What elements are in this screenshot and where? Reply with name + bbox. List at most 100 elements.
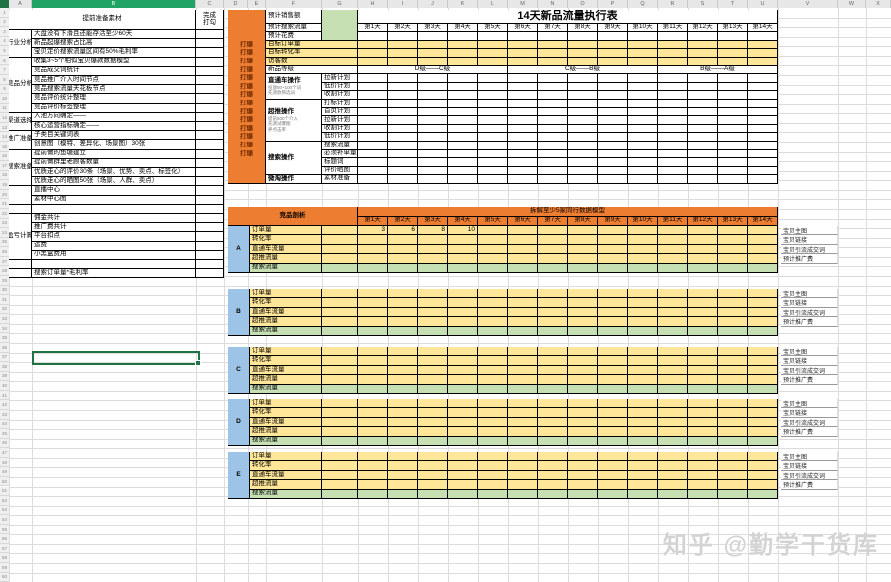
day-cell[interactable] [508,175,538,184]
row-header-2[interactable]: 2 [0,17,9,28]
grade-phase-cell[interactable]: D级——C级 [358,66,508,75]
comp-metric-label[interactable]: 超推流量 [250,317,322,327]
day-cell[interactable] [418,158,448,167]
day-cell[interactable] [628,158,658,167]
comp-metric-label[interactable]: 订单量 [250,347,322,357]
day-cell[interactable] [598,57,628,66]
comp-day-cell[interactable] [388,408,418,418]
day-cell[interactable] [568,166,598,176]
day-cell[interactable] [598,32,628,41]
day-cell[interactable] [688,141,718,150]
day-cell[interactable] [658,49,688,58]
prep-done-cell[interactable] [196,39,224,49]
day-cell[interactable] [538,116,568,125]
comp-day-cell[interactable] [748,254,778,264]
day-cell[interactable] [478,124,508,134]
prep-task-cell[interactable]: 创意图（模特、差异化、场景图）30张 [32,140,196,150]
day-cell[interactable] [448,141,478,150]
profit-task-cell[interactable]: 平台扣点 [32,232,196,242]
comp-day-cell[interactable] [748,436,778,446]
comp-day-cell[interactable] [688,226,718,236]
day-cell[interactable] [628,91,658,100]
row-header-39[interactable]: 39 [0,371,9,382]
day-cell[interactable] [508,99,538,108]
comp-day-cell[interactable] [688,427,718,437]
row-header-37[interactable]: 37 [0,352,9,363]
column-header-O[interactable]: O [568,0,598,8]
column-header-X[interactable]: X [866,0,891,8]
comp-day-cell[interactable] [658,470,688,481]
comp-day-cell[interactable] [448,461,478,471]
comp-metric-label[interactable]: 超推流量 [250,427,322,437]
comp-day-cell[interactable] [418,307,448,318]
day-cell[interactable] [568,49,598,58]
column-header-T[interactable]: T [718,0,748,8]
comp-day-cell[interactable] [478,489,508,499]
comp-day-cell[interactable] [358,244,388,255]
comp-day-cell[interactable] [448,399,478,409]
comp-metric-label[interactable]: 超推流量 [250,375,322,385]
comp-day-cell[interactable] [478,461,508,471]
row-header-4[interactable]: 4 [0,36,9,47]
comp-metric-cell[interactable] [322,298,358,308]
grade-phase-cell[interactable]: C级——B级 [508,66,658,75]
comp-day-cell[interactable] [448,436,478,446]
estimate-value-cell[interactable] [322,10,358,41]
comp-metric-cell[interactable] [322,244,358,255]
comp-day-cell[interactable] [628,347,658,357]
day-cell[interactable] [358,133,388,142]
comp-day-cell[interactable] [448,289,478,299]
comp-day-cell[interactable] [748,365,778,376]
day-cell[interactable] [358,99,388,108]
comp-day-cell[interactable] [568,326,598,336]
comp-day-cell[interactable] [598,298,628,308]
day-cell[interactable] [418,166,448,176]
day-cell[interactable] [538,99,568,108]
day-cell[interactable] [688,82,718,92]
day-cell[interactable] [418,74,448,83]
comp-day-cell[interactable] [478,263,508,273]
row-header-14[interactable]: 14 [0,132,9,142]
comp-day-cell[interactable] [598,417,628,428]
row-header-11[interactable]: 11 [0,103,9,114]
day-cell[interactable] [388,32,418,41]
day-cell[interactable] [508,49,538,58]
prep-gap-cell[interactable] [196,204,224,214]
day-cell[interactable] [628,32,658,41]
comp-day-cell[interactable] [688,365,718,376]
comp-day-cell[interactable] [658,244,688,255]
estimate-row-label[interactable]: 预计销售额 [266,10,322,24]
day-cell[interactable] [628,99,658,108]
comp-day-cell[interactable] [508,235,538,245]
day-cell[interactable] [448,82,478,92]
comp-day-cell[interactable] [418,399,448,409]
comp-day-cell[interactable] [448,452,478,462]
comp-day-cell[interactable] [718,289,748,299]
comp-day-cell[interactable] [538,326,568,336]
comp-day-cell[interactable] [418,365,448,376]
day-cell[interactable] [718,91,748,100]
comp-day-cell[interactable] [598,254,628,264]
row-header-53[interactable]: 53 [0,505,9,516]
day-cell[interactable] [388,40,418,50]
comp-day-cell[interactable] [358,356,388,366]
column-header-W[interactable]: W [838,0,866,8]
day-cell[interactable] [688,91,718,100]
comp-day-cell[interactable] [388,417,418,428]
comp-day-cell[interactable] [598,244,628,255]
comp-day-cell[interactable] [568,226,598,236]
day-cell[interactable] [748,150,778,159]
comp-day-cell[interactable] [718,347,748,357]
day-cell[interactable] [658,166,688,176]
day-cell[interactable] [418,32,448,41]
prep-done-cell[interactable] [196,48,224,58]
comp-day-cell[interactable] [508,470,538,481]
day-cell[interactable] [718,49,748,58]
comp-day-cell[interactable] [508,326,538,336]
comp-day-cell[interactable] [508,307,538,318]
comp-day-cell[interactable] [628,307,658,318]
comp-day-cell[interactable] [628,384,658,394]
row-header-27[interactable]: 27 [0,256,9,267]
day-cell[interactable] [538,175,568,184]
comp-day-cell[interactable]: 6 [388,226,418,236]
